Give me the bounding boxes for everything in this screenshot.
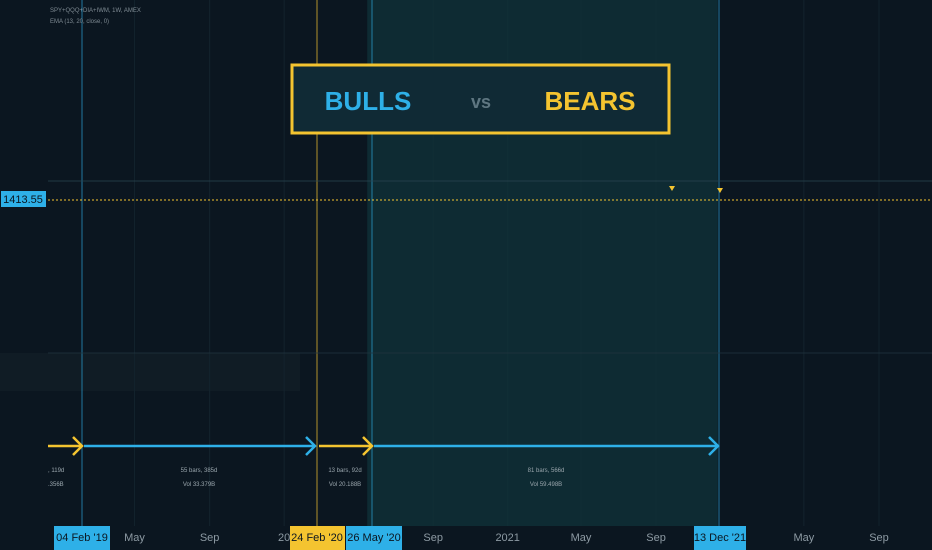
header: SPY+QQQ+DIA+IWM, 1W, AMEX EMA (13, 20, c… <box>50 8 141 25</box>
price-label-box <box>1 191 46 207</box>
date-label-recovery-box <box>346 526 402 550</box>
header-symbol-line: SPY+QQQ+DIA+IWM, 1W, AMEX <box>50 8 141 14</box>
title-banner: BULLS vs BEARS <box>290 63 671 135</box>
triangle-marker-1 <box>669 186 675 191</box>
x-tick-label-5: May <box>571 532 592 544</box>
arrow-2-head <box>305 436 317 456</box>
banner-bulls: BULLS <box>325 86 412 116</box>
x-tick-label-8: Sep <box>869 532 889 544</box>
arrow-3-head <box>362 436 374 456</box>
x-tick-label-6: Sep <box>646 532 666 544</box>
date-labels: 04 Feb '19 24 Feb '20 26 May '20 13 Dec … <box>54 526 746 550</box>
price-label: 1413.55 <box>1 191 46 207</box>
date-label-start-box <box>54 526 110 550</box>
segment-4-text2: Vol 59.498B <box>530 482 562 488</box>
x-tick-label-3: Sep <box>423 532 443 544</box>
arrow-1-head <box>72 436 84 456</box>
date-label-recovery: 26 May '20 <box>347 532 400 544</box>
date-label-crash-box <box>290 526 345 550</box>
banner-vs: vs <box>471 92 491 112</box>
header-indicator-line: EMA (13, 20, close, 0) <box>50 19 109 25</box>
x-tick-label-7: May <box>794 532 815 544</box>
segment-3-text1: 13 bars, 92d <box>328 468 361 474</box>
x-axis-band <box>0 526 932 550</box>
x-tick-label-4: 2021 <box>495 532 519 544</box>
x-axis-tick-labels: May Sep 20 Sep 2021 May Sep May Sep <box>124 532 889 544</box>
date-label-end: 13 Dec '21 <box>694 532 746 544</box>
segment-2-text2: Vol 33.379B <box>183 482 215 488</box>
range-shade <box>0 353 300 391</box>
segment-2-text1: 55 bars, 385d <box>181 468 218 474</box>
date-label-start: 04 Feb '19 <box>56 532 108 544</box>
segment-1-text2: .356B <box>48 482 64 488</box>
date-label-crash: 24 Feb '20 <box>291 532 343 544</box>
arrow-4-head <box>708 436 720 456</box>
x-tick-label-0: May <box>124 532 145 544</box>
arrows <box>48 436 720 456</box>
banner-box <box>290 63 671 135</box>
segment-1-text1: , 119d <box>48 468 64 474</box>
segment-3-text2: Vol 20.188B <box>329 482 361 488</box>
segment-4-text1: 81 bars, 566d <box>528 468 565 474</box>
segment-labels: , 119d .356B 55 bars, 385d Vol 33.379B 1… <box>48 468 564 488</box>
date-label-end-box <box>694 526 746 550</box>
price-label-text: 1413.55 <box>3 194 43 206</box>
banner-bears: BEARS <box>544 86 635 116</box>
triangle-marker-2 <box>717 188 723 193</box>
x-tick-label-1: Sep <box>200 532 220 544</box>
x-tick-label-2: 20 <box>278 532 290 544</box>
